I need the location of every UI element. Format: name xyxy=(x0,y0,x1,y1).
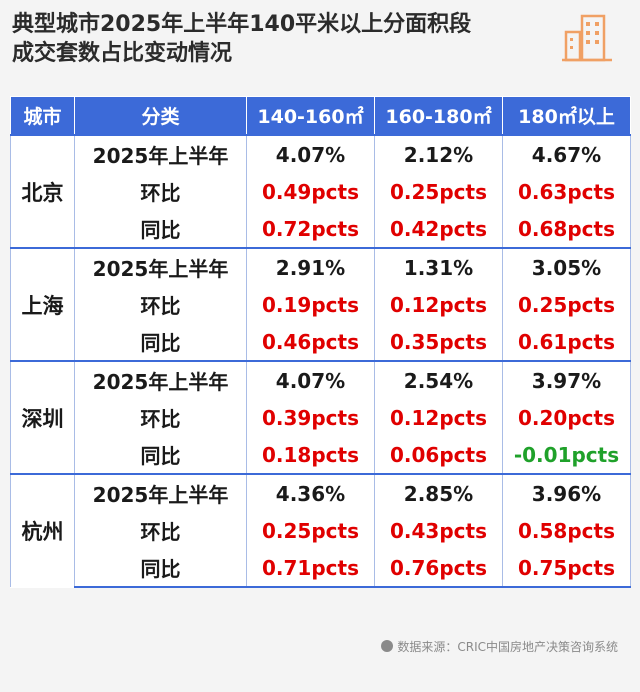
category-cell: 环比 xyxy=(74,286,247,323)
value-cell: 4.07% xyxy=(246,134,375,173)
table-row: 环比 0.19pcts 0.12pcts 0.25pcts xyxy=(11,286,631,323)
value-cell: 4.67% xyxy=(502,134,631,173)
value-cell: 1.31% xyxy=(374,247,503,286)
column-header: 160-180㎡ xyxy=(374,96,503,136)
table-row: 环比 0.25pcts 0.43pcts 0.58pcts xyxy=(11,512,631,549)
value-cell: 0.20pcts xyxy=(502,399,631,436)
value-cell: 4.36% xyxy=(246,473,375,512)
table-row: 上海 2025年上半年 2.91% 1.31% 3.05% xyxy=(10,247,631,361)
info-icon xyxy=(381,640,394,652)
value-cell: 2.54% xyxy=(374,360,503,399)
value-cell: 0.35pcts xyxy=(374,323,503,361)
data-table: 城市 分类 140-160㎡ 160-180㎡ 180㎡以上 北京 2025年上半… xyxy=(10,96,631,588)
value-cell: 0.68pcts xyxy=(502,210,631,248)
table-row: 同比 0.46pcts 0.35pcts 0.61pcts xyxy=(11,323,631,361)
column-header: 140-160㎡ xyxy=(246,96,375,136)
value-cell: 0.72pcts xyxy=(246,210,375,248)
value-cell: 2.85% xyxy=(374,473,503,512)
value-cell: 3.96% xyxy=(502,473,631,512)
table-row: 环比 0.49pcts 0.25pcts 0.63pcts xyxy=(11,173,631,210)
source-text: 数据来源：CRIC中国房地产决策咨询系统 xyxy=(397,640,618,654)
category-cell: 环比 xyxy=(74,512,247,549)
value-cell: 0.71pcts xyxy=(246,549,375,588)
value-cell: 0.25pcts xyxy=(374,173,503,210)
city-cell: 北京 xyxy=(10,134,75,248)
table-header-row: 城市 分类 140-160㎡ 160-180㎡ 180㎡以上 xyxy=(10,96,631,136)
table-row: 杭州 2025年上半年 4.36% 2.85% 3.96% xyxy=(10,473,631,587)
value-cell: 0.49pcts xyxy=(246,173,375,210)
table-body: 北京 2025年上半年 4.07% 2.12% 4.67% 环比 0.49pcts 0.25p… xyxy=(10,134,631,588)
value-cell: 0.63pcts xyxy=(502,173,631,210)
value-cell: 0.06pcts xyxy=(374,436,503,474)
table-row: 同比 0.18pcts 0.06pcts -0.01pcts xyxy=(11,436,631,474)
value-cell: 0.58pcts xyxy=(502,512,631,549)
value-cell: 4.07% xyxy=(246,360,375,399)
city-cell: 杭州 xyxy=(10,473,75,587)
building-icon xyxy=(562,14,612,62)
category-cell: 2025年上半年 xyxy=(74,360,247,399)
value-cell: 0.75pcts xyxy=(502,549,631,588)
value-cell: 0.42pcts xyxy=(374,210,503,248)
value-cell: 0.12pcts xyxy=(374,286,503,323)
value-cell: 2.91% xyxy=(246,247,375,286)
value-cell: -0.01pcts xyxy=(502,436,631,474)
value-cell: 0.12pcts xyxy=(374,399,503,436)
column-header: 180㎡以上 xyxy=(502,96,631,136)
value-cell: 2.12% xyxy=(374,134,503,173)
table-row: 同比 0.72pcts 0.42pcts 0.68pcts xyxy=(11,210,631,248)
value-cell: 0.46pcts xyxy=(246,323,375,361)
table-row: 北京 2025年上半年 4.07% 2.12% 4.67% xyxy=(10,134,631,248)
value-cell: 0.25pcts xyxy=(246,512,375,549)
table-row: 深圳 2025年上半年 4.07% 2.54% 3.97% xyxy=(10,360,631,474)
category-cell: 同比 xyxy=(74,549,247,588)
value-cell: 3.05% xyxy=(502,247,631,286)
city-cell: 深圳 xyxy=(10,360,75,474)
value-cell: 0.39pcts xyxy=(246,399,375,436)
value-cell: 0.43pcts xyxy=(374,512,503,549)
value-cell: 0.18pcts xyxy=(246,436,375,474)
table-row: 环比 0.39pcts 0.12pcts 0.20pcts xyxy=(11,399,631,436)
category-cell: 2025年上半年 xyxy=(74,473,247,512)
value-cell: 3.97% xyxy=(502,360,631,399)
category-cell: 环比 xyxy=(74,173,247,210)
category-cell: 2025年上半年 xyxy=(74,134,247,173)
value-cell: 0.19pcts xyxy=(246,286,375,323)
category-cell: 环比 xyxy=(74,399,247,436)
value-cell: 0.76pcts xyxy=(374,549,503,588)
category-cell: 2025年上半年 xyxy=(74,247,247,286)
category-cell: 同比 xyxy=(74,436,247,474)
column-header: 城市 xyxy=(10,96,75,136)
table-row: 同比 0.71pcts 0.76pcts 0.75pcts xyxy=(11,549,631,588)
data-table-container: 城市 分类 140-160㎡ 160-180㎡ 180㎡以上 北京 2025年上半… xyxy=(10,96,631,588)
column-header: 分类 xyxy=(74,96,247,136)
value-cell: 0.25pcts xyxy=(502,286,631,323)
chart-title: 典型城市2025年上半年140平米以上分面积段 成交套数占比变动情况 xyxy=(12,12,472,66)
value-cell: 0.61pcts xyxy=(502,323,631,361)
category-cell: 同比 xyxy=(74,323,247,361)
category-cell: 同比 xyxy=(74,210,247,248)
data-source-note: 数据来源：CRIC中国房地产决策咨询系统 xyxy=(381,638,618,655)
city-cell: 上海 xyxy=(10,247,75,361)
